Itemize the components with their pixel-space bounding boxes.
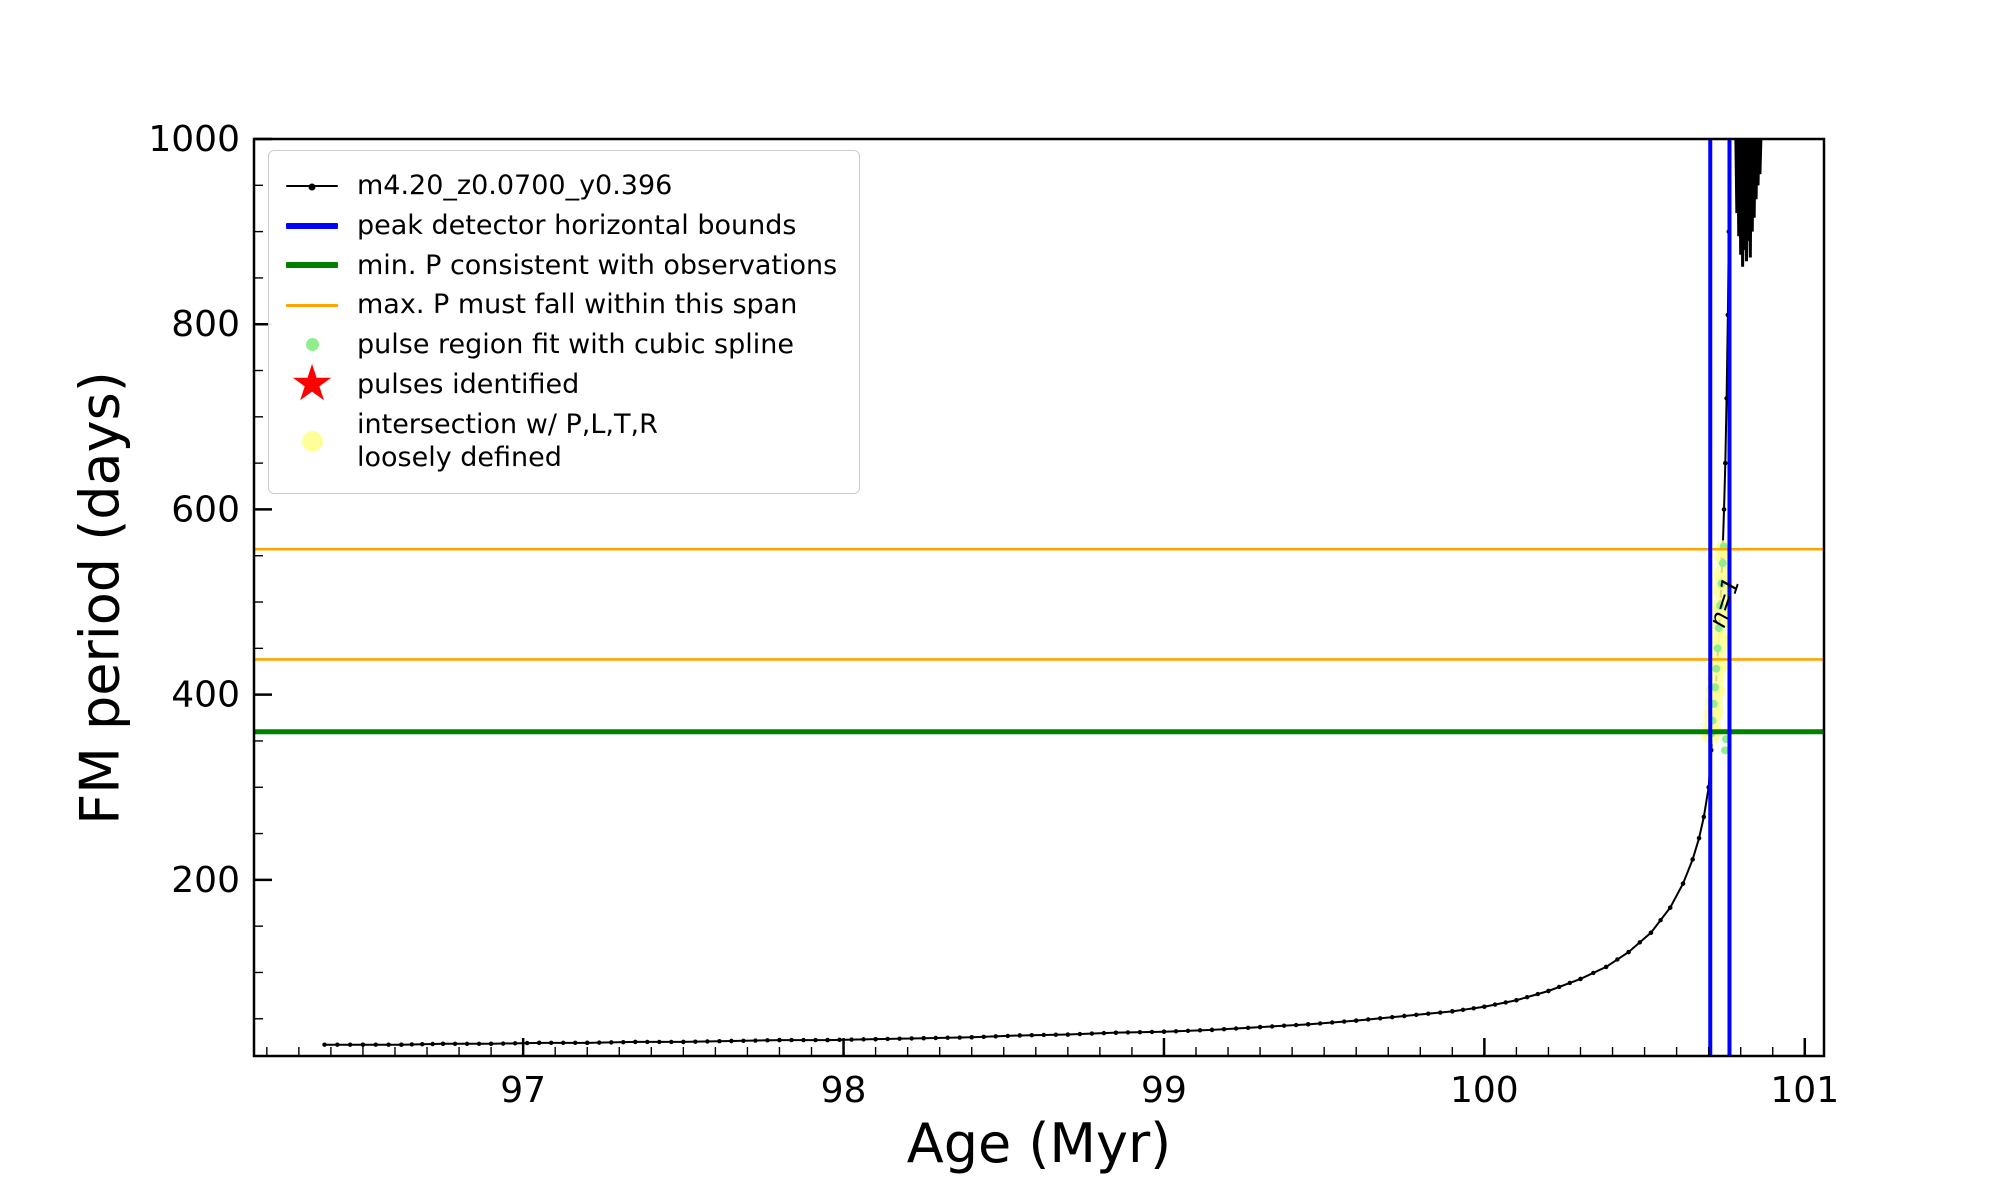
tick-labels: 97 98 99 100 101 200 400 600 800 1000: [148, 119, 1839, 1111]
legend-label: min. P consistent with observations: [357, 249, 838, 281]
plot-area: [322, 139, 1763, 1047]
line-marker-icon: [283, 303, 341, 307]
legend-entry-4: pulse region fit with cubic spline: [283, 328, 837, 362]
dot-large-marker-icon: [283, 430, 341, 452]
line-dot-marker-icon: [283, 183, 341, 191]
legend-entry-5: ★ pulses identified: [283, 353, 837, 412]
star-marker-icon: ★: [289, 353, 335, 412]
legend-label: intersection w/ P,L,T,R loosely defined: [357, 408, 658, 474]
legend-entry-3: max. P must fall within this span: [283, 288, 837, 322]
y-tick-label: 400: [171, 675, 240, 716]
y-axis-label: FM period (days): [68, 371, 132, 825]
x-axis-label: Age (Myr): [906, 1112, 1172, 1175]
legend-entry-1: peak detector horizontal bounds: [283, 209, 837, 243]
thick-line-marker-icon: [283, 262, 341, 269]
x-tick-label: 100: [1450, 1070, 1519, 1111]
y-tick-label: 800: [171, 304, 240, 345]
x-tick-label: 98: [821, 1070, 867, 1111]
legend-entry-2: min. P consistent with observations: [283, 249, 837, 283]
legend-label: pulses identified: [357, 368, 580, 400]
legend-label: max. P must fall within this span: [357, 289, 798, 321]
x-tick-label: 101: [1770, 1070, 1839, 1111]
thick-line-marker-icon: [283, 222, 341, 229]
y-tick-label: 1000: [148, 119, 240, 160]
dot-marker-icon: [283, 338, 341, 352]
x-tick-label: 97: [500, 1070, 546, 1111]
legend-label: pulse region fit with cubic spline: [357, 329, 794, 360]
series-pulse-oscillations: [1734, 139, 1763, 267]
legend-entry-0: m4.20_z0.0700_y0.396: [283, 169, 837, 203]
ticks: [254, 137, 1807, 1056]
legend-label: m4.20_z0.0700_y0.396: [357, 170, 673, 201]
axes-spines: [252, 137, 1826, 1058]
legend-entry-6: intersection w/ P,L,T,R loosely defined: [283, 408, 837, 476]
y-tick-label: 600: [171, 489, 240, 530]
x-tick-label: 99: [1141, 1070, 1187, 1111]
legend-label: peak detector horizontal bounds: [357, 209, 797, 241]
y-tick-label: 200: [171, 860, 240, 901]
